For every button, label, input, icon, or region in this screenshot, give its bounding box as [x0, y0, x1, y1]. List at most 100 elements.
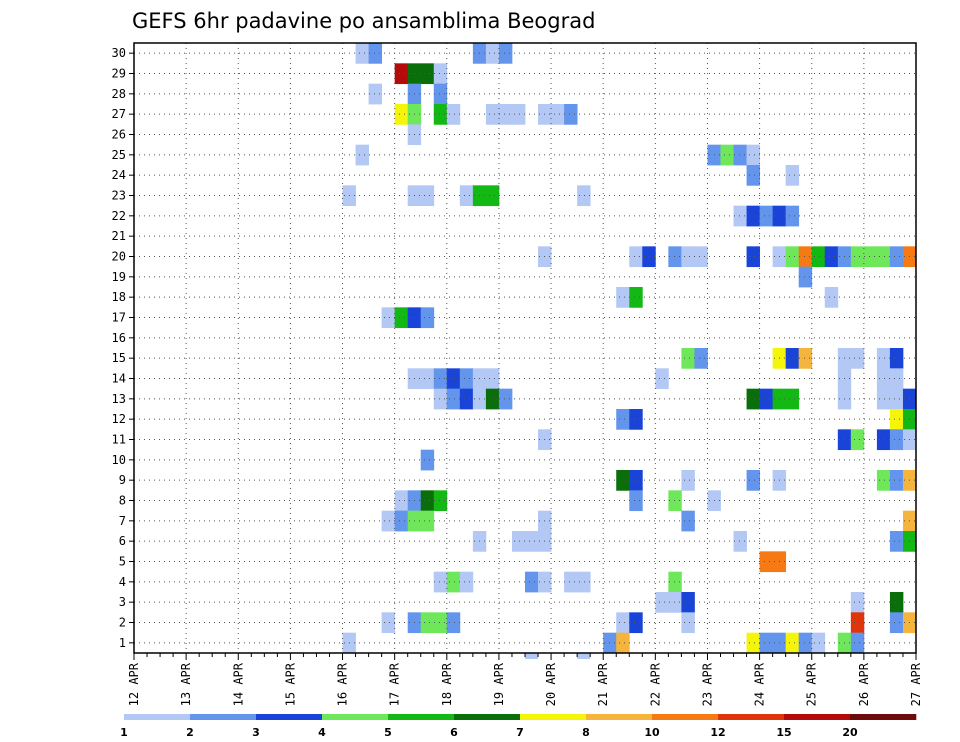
- precip-cell: [889, 612, 904, 634]
- precip-cell: [498, 104, 513, 125]
- precip-cell: [420, 185, 435, 207]
- precip-cell: [577, 571, 591, 593]
- precip-cell: [629, 612, 643, 634]
- y-tick-label: 14: [112, 372, 126, 386]
- precip-cell: [485, 43, 500, 64]
- precip-cell: [876, 348, 891, 369]
- precip-cell: [459, 388, 474, 410]
- precip-cell: [433, 571, 448, 593]
- x-tick-label: 23 APR: [700, 662, 714, 706]
- precip-cell: [681, 612, 695, 634]
- y-tick-label: 17: [112, 311, 126, 325]
- precip-cell: [798, 266, 813, 288]
- precip-cell: [720, 144, 734, 166]
- x-tick-label: 15 APR: [283, 662, 297, 706]
- colorbar-swatch: [784, 714, 851, 720]
- y-tick-label: 7: [119, 514, 126, 528]
- colorbar-label: 7: [516, 726, 524, 739]
- precip-cell: [629, 287, 643, 308]
- precip-cell: [668, 490, 682, 512]
- x-tick-label: 16 APR: [336, 662, 350, 706]
- precip-cell: [759, 551, 774, 573]
- x-axis: 12 APR 13 APR 14 APR 15 APR 16 APR 17 APR 18 A…: [127, 653, 923, 706]
- precip-cell: [668, 592, 682, 613]
- colorbar-label: 4: [318, 726, 326, 739]
- precip-cell: [889, 592, 904, 613]
- x-tick-label: 14 APR: [231, 662, 245, 706]
- y-tick-label: 1: [119, 636, 126, 650]
- precip-cell: [433, 368, 448, 390]
- precip-cell: [850, 348, 865, 369]
- colorbar-swatch: [256, 714, 323, 720]
- precip-cell: [889, 246, 904, 268]
- y-tick-label: 2: [119, 616, 126, 630]
- precip-cell: [485, 388, 500, 410]
- y-tick-label: 6: [119, 534, 126, 548]
- precip-cell: [811, 632, 826, 654]
- colorbar: 1 2 3 4 5 6 7 8 10 12 15 20: [120, 714, 917, 739]
- precip-cell: [850, 246, 865, 268]
- precip-cell: [420, 612, 435, 634]
- y-tick-label: 12: [112, 412, 126, 426]
- precip-cell: [381, 510, 396, 532]
- precip-cell: [733, 205, 747, 227]
- precip-cell: [785, 632, 800, 654]
- precip-cell: [681, 510, 695, 532]
- precip-cell: [433, 63, 448, 85]
- precip-cell: [694, 348, 708, 369]
- precip-cell: [668, 571, 682, 593]
- precip-cell: [420, 510, 435, 532]
- precip-cell: [525, 531, 539, 552]
- precip-cell: [394, 510, 409, 532]
- y-tick-label: 28: [112, 87, 126, 101]
- precip-cell: [733, 531, 747, 552]
- x-tick-label: 27 APR: [909, 662, 923, 706]
- grid-lines: [133, 43, 917, 653]
- precip-cell: [577, 185, 591, 207]
- precip-cell: [785, 246, 800, 268]
- y-tick-label: 5: [119, 555, 126, 569]
- precip-cell: [746, 205, 760, 227]
- precip-cell: [655, 368, 669, 390]
- precip-cell: [759, 388, 774, 410]
- precip-cell: [889, 348, 904, 369]
- colorbar-label: 2: [186, 726, 194, 739]
- colorbar-label: 8: [582, 726, 590, 739]
- precip-cell: [629, 246, 643, 268]
- x-tick-label: 26 APR: [857, 662, 871, 706]
- precip-cell: [694, 246, 708, 268]
- colorbar-swatch: [652, 714, 719, 720]
- x-tick-label: 18 APR: [440, 662, 454, 706]
- colorbar-label: 20: [842, 726, 858, 739]
- precip-cell: [459, 571, 474, 593]
- precip-cell: [446, 104, 461, 125]
- precip-cell: [746, 246, 760, 268]
- precip-cell: [525, 653, 539, 659]
- precip-cell: [681, 348, 695, 369]
- colorbar-swatch: [520, 714, 587, 720]
- precip-cell: [876, 470, 891, 491]
- y-tick-label: 8: [119, 494, 126, 508]
- precip-cell: [746, 165, 760, 186]
- precip-cell: [850, 612, 865, 634]
- x-tick-label: 12 APR: [127, 662, 141, 706]
- colorbar-swatch: [586, 714, 653, 720]
- precip-cell: [433, 490, 448, 512]
- precip-cell: [681, 592, 695, 613]
- precip-cell: [889, 409, 904, 430]
- y-tick-label: 9: [119, 473, 126, 487]
- precip-cell: [655, 592, 669, 613]
- colorbar-swatch: [850, 714, 917, 720]
- precip-cell: [785, 165, 800, 186]
- precip-cell: [394, 104, 409, 125]
- precip-cell: [459, 185, 474, 207]
- colorbar-swatch: [322, 714, 389, 720]
- y-tick-label: 11: [112, 433, 126, 447]
- y-tick-label: 24: [112, 168, 126, 182]
- x-tick-label: 25 APR: [805, 662, 819, 706]
- precip-cell: [616, 612, 630, 634]
- precip-cell: [446, 388, 461, 410]
- colorbar-swatch: [388, 714, 455, 720]
- precip-cell: [420, 449, 435, 471]
- y-tick-label: 22: [112, 209, 126, 223]
